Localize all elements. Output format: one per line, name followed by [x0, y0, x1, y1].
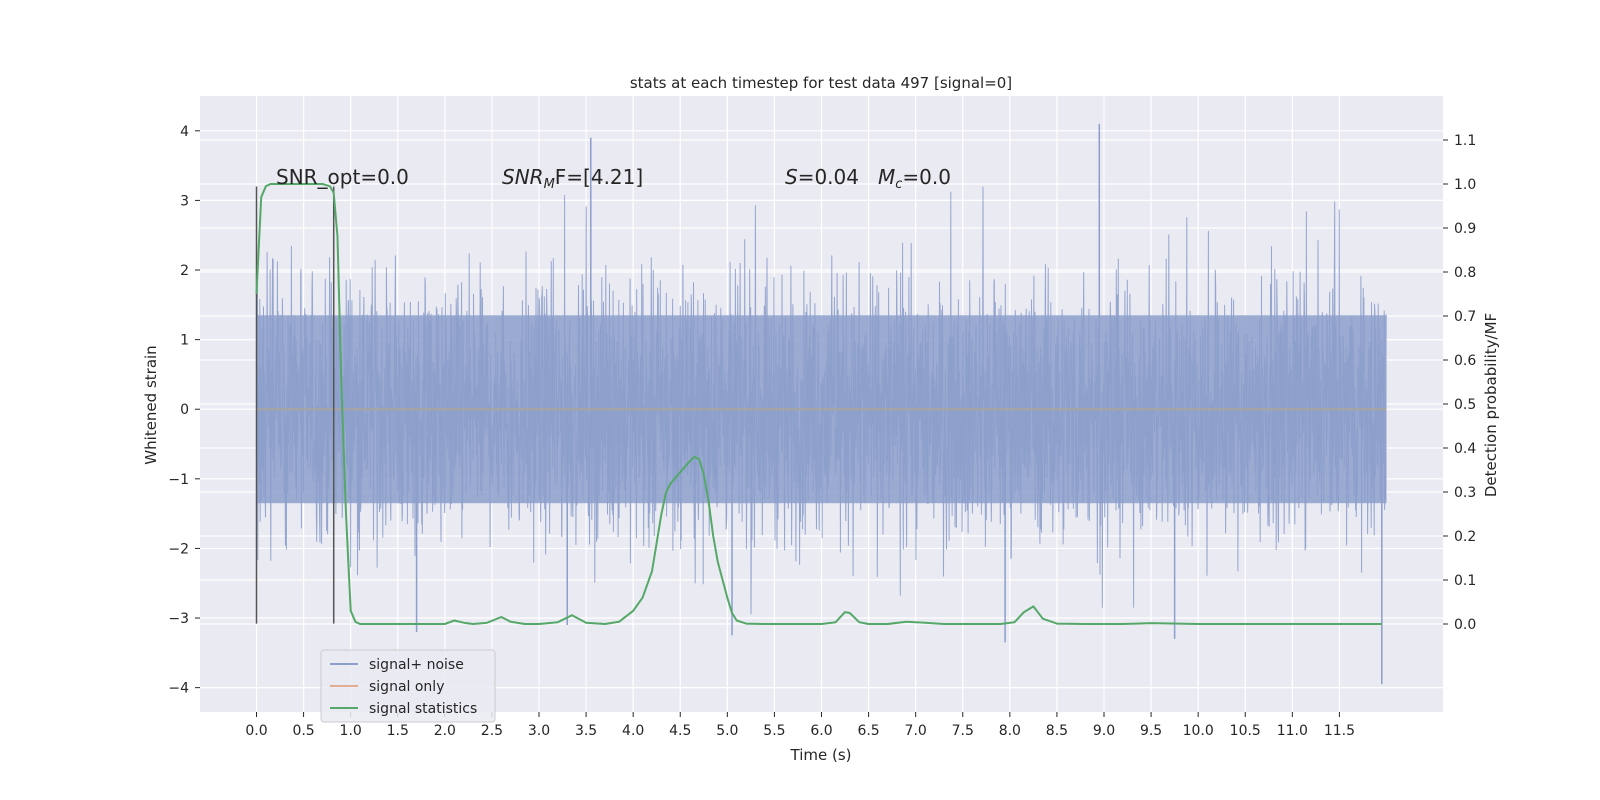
x-tick-label: 0.5: [292, 723, 314, 739]
x-tick-label: 5.0: [716, 723, 738, 739]
y-axis-label: Whitened strain: [142, 345, 160, 464]
x-tick-label: 9.5: [1140, 723, 1162, 739]
annotation-mc-label: M: [878, 165, 895, 189]
annotation-s-label: S: [785, 165, 798, 189]
x-tick-label: 7.0: [905, 723, 927, 739]
y2-tick-label: 0.5: [1454, 397, 1476, 413]
y-axis-ticks: 4 3 2 1 0 −1 −2 −3 −4: [168, 124, 200, 697]
y2-tick-label: 0.7: [1454, 309, 1476, 325]
y-tick-label: 0: [180, 402, 189, 418]
y-tick-label: −4: [168, 681, 189, 697]
x-tick-label: 11.0: [1277, 723, 1308, 739]
legend-label-signal-statistics: signal statistics: [369, 701, 477, 717]
legend-label-signal-only: signal only: [369, 679, 444, 695]
annotation-snr-mf-main: SNR: [502, 165, 544, 189]
x-tick-label: 5.5: [763, 723, 785, 739]
x-tick-label: 10.0: [1183, 723, 1214, 739]
y2-axis-label: Detection probability/MF: [1482, 313, 1500, 497]
y2-axis-ticks: 1.1 1.0 0.9 0.8 0.7 0.6 0.5 0.4 0.3 0.2 0.1 0.0: [1443, 133, 1476, 633]
y-tick-label: 1: [180, 333, 189, 349]
x-tick-label: 10.5: [1230, 723, 1261, 739]
x-tick-label: 2.5: [481, 723, 503, 739]
x-tick-label: 2.0: [434, 723, 456, 739]
y2-tick-label: 0.6: [1454, 353, 1476, 369]
x-axis-ticks: 0.0 0.5 1.0 1.5 2.0 2.5 3.0 3.5 4.0 4.5 5.0 5.5 6.0 6…: [245, 712, 1355, 739]
annotation-mc-value: =0.0: [902, 165, 951, 189]
x-tick-label: 6.5: [857, 723, 879, 739]
legend-box: [320, 649, 496, 723]
statistics-line: [255, 183, 1382, 625]
y-tick-label: −3: [168, 611, 189, 627]
y2-tick-label: 0.3: [1454, 485, 1476, 501]
annotation-mc: Mc=0.0: [878, 165, 951, 192]
x-tick-label: 8.5: [1046, 723, 1068, 739]
annotation-snr-mf-rest: F=[4.21]: [555, 165, 643, 189]
y2-tick-label: 0.1: [1454, 573, 1476, 589]
window-markers: [255, 186, 335, 624]
noise-line: [256, 186, 1387, 615]
annotation-mc-sub: c: [895, 177, 902, 192]
y-tick-label: −2: [168, 541, 189, 557]
x-tick-label: 0.0: [245, 723, 267, 739]
y-tick-label: −1: [168, 472, 189, 488]
annotation-snr-mf-sub: M: [544, 177, 555, 192]
x-tick-label: 1.0: [340, 723, 362, 739]
x-tick-label: 11.5: [1324, 723, 1355, 739]
x-tick-label: 6.0: [810, 723, 832, 739]
signal-statistics-series: [255, 183, 1382, 625]
signal-noise-series: [256, 123, 1387, 685]
x-tick-label: 9.0: [1093, 723, 1115, 739]
y2-tick-label: 0.0: [1454, 617, 1476, 633]
y-tick-label: 4: [180, 124, 189, 140]
annotation-s-value: =0.04: [798, 165, 859, 189]
y-tick-label: 2: [180, 263, 189, 279]
x-tick-label: 8.0: [999, 723, 1021, 739]
x-tick-label: 3.5: [575, 723, 597, 739]
x-tick-label: 7.5: [952, 723, 974, 739]
y2-tick-label: 1.1: [1454, 133, 1476, 149]
y2-tick-label: 0.4: [1454, 441, 1476, 457]
annotation-snr-opt: SNR_opt=0.0: [276, 165, 409, 189]
x-tick-label: 3.0: [528, 723, 550, 739]
legend-label-signal-noise: signal+ noise: [369, 657, 464, 673]
y2-tick-label: 0.9: [1454, 221, 1476, 237]
x-tick-label: 4.0: [622, 723, 644, 739]
chart-title: stats at each timestep for test data 497…: [630, 74, 1012, 92]
y2-tick-label: 1.0: [1454, 177, 1476, 193]
annotation-snr-mf: SNRMF=[4.21]: [502, 165, 643, 192]
y2-tick-label: 0.2: [1454, 529, 1476, 545]
x-tick-label: 1.5: [387, 723, 409, 739]
y2-tick-label: 0.8: [1454, 265, 1476, 281]
legend: signal+ noise signal only signal statist…: [320, 649, 496, 723]
x-axis-label: Time (s): [790, 746, 852, 764]
annotation-s: S=0.04: [785, 165, 859, 189]
y-tick-label: 3: [180, 193, 189, 209]
x-tick-label: 4.5: [669, 723, 691, 739]
